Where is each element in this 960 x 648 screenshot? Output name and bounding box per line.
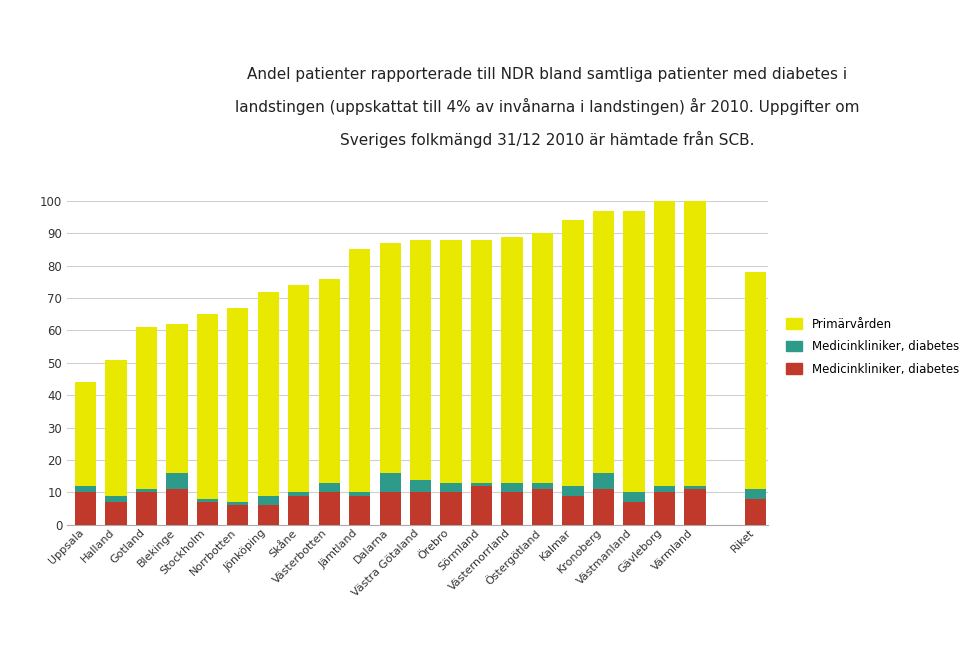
Bar bbox=[410, 480, 431, 492]
Bar bbox=[592, 211, 614, 473]
Bar bbox=[684, 486, 706, 489]
Bar bbox=[106, 496, 127, 502]
Bar bbox=[592, 473, 614, 489]
Bar bbox=[471, 240, 492, 483]
Bar bbox=[135, 327, 157, 489]
Bar bbox=[319, 483, 340, 492]
Bar bbox=[471, 486, 492, 525]
Bar bbox=[166, 489, 187, 525]
Bar bbox=[379, 243, 401, 473]
Text: landstingen (uppskattat till 4% av invånarna i landstingen) år 2010. Uppgifter o: landstingen (uppskattat till 4% av invån… bbox=[235, 98, 859, 115]
Bar bbox=[684, 489, 706, 525]
Bar bbox=[228, 505, 249, 525]
Bar bbox=[501, 237, 522, 483]
Bar bbox=[135, 492, 157, 525]
Bar bbox=[441, 483, 462, 492]
Bar bbox=[441, 240, 462, 483]
Bar bbox=[563, 496, 584, 525]
Bar bbox=[197, 502, 218, 525]
Bar bbox=[745, 489, 766, 499]
Bar bbox=[349, 492, 371, 496]
Bar bbox=[228, 502, 249, 505]
Bar bbox=[106, 502, 127, 525]
Bar bbox=[106, 360, 127, 496]
Bar bbox=[410, 492, 431, 525]
Bar bbox=[623, 492, 644, 502]
Bar bbox=[654, 492, 675, 525]
Bar bbox=[288, 496, 309, 525]
Bar bbox=[410, 240, 431, 480]
Bar bbox=[379, 473, 401, 492]
Bar bbox=[319, 279, 340, 483]
Legend: Primärvården, Medicinkliniker, diabetes typ 2, Medicinkliniker, diabetes typ 1: Primärvården, Medicinkliniker, diabetes … bbox=[780, 313, 960, 380]
Bar bbox=[75, 492, 96, 525]
Bar bbox=[228, 308, 249, 502]
Bar bbox=[379, 492, 401, 525]
Bar bbox=[563, 220, 584, 486]
Bar bbox=[623, 502, 644, 525]
Bar bbox=[563, 486, 584, 496]
Bar bbox=[501, 492, 522, 525]
Bar bbox=[135, 489, 157, 492]
Bar bbox=[532, 483, 553, 489]
Bar bbox=[166, 324, 187, 473]
Bar bbox=[745, 499, 766, 525]
Bar bbox=[166, 473, 187, 489]
Bar bbox=[501, 483, 522, 492]
Bar bbox=[319, 492, 340, 525]
Bar bbox=[654, 486, 675, 492]
Bar bbox=[257, 496, 279, 505]
Bar bbox=[532, 489, 553, 525]
Bar bbox=[684, 201, 706, 486]
Text: Sveriges folkmängd 31/12 2010 är hämtade från SCB.: Sveriges folkmängd 31/12 2010 är hämtade… bbox=[340, 131, 755, 148]
Bar bbox=[257, 292, 279, 496]
Bar bbox=[349, 249, 371, 492]
Bar bbox=[441, 492, 462, 525]
Bar bbox=[288, 285, 309, 492]
Bar bbox=[75, 382, 96, 486]
Bar bbox=[197, 499, 218, 502]
Text: Andel patienter rapporterade till NDR bland samtliga patienter med diabetes i: Andel patienter rapporterade till NDR bl… bbox=[247, 67, 848, 82]
Bar bbox=[654, 201, 675, 486]
Bar bbox=[197, 314, 218, 499]
Bar bbox=[592, 489, 614, 525]
Bar bbox=[471, 483, 492, 486]
Bar bbox=[257, 505, 279, 525]
Bar bbox=[532, 233, 553, 483]
Bar bbox=[75, 486, 96, 492]
Bar bbox=[288, 492, 309, 496]
Bar bbox=[623, 211, 644, 492]
Bar bbox=[745, 272, 766, 489]
Bar bbox=[349, 496, 371, 525]
